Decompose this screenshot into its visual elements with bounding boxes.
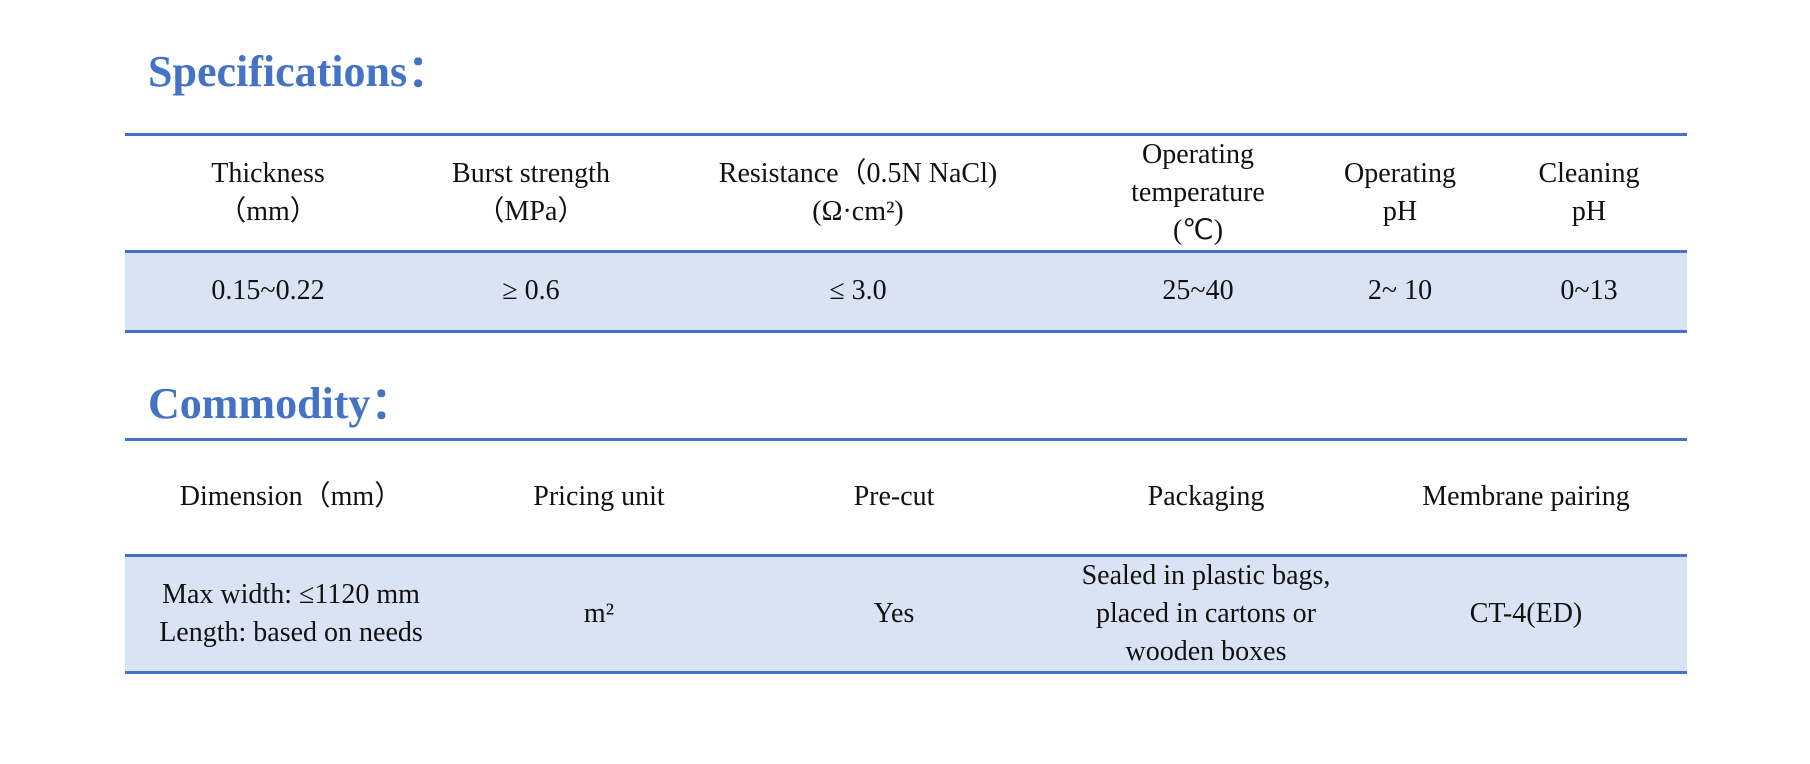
cell-line: ≤ 3.0	[829, 275, 887, 306]
cell-line: Thickness	[211, 157, 325, 189]
section-title: Commodity：	[148, 379, 415, 428]
table-rule	[125, 438, 1687, 441]
cell-line: m²	[583, 597, 615, 629]
cell-line: Cleaning	[1538, 157, 1640, 189]
header-cell: Thickness （mm）	[211, 155, 325, 231]
cell-line: pH	[1571, 195, 1607, 227]
cell-line: Pricing unit	[533, 481, 665, 512]
cell-line: Yes	[873, 597, 915, 629]
data-cell: ≥ 0.6	[502, 272, 559, 310]
cell-line: Max width: ≤1120 mm	[162, 578, 420, 610]
cell-line: Sealed in plastic bags,	[1081, 559, 1331, 591]
cell-line: Resistance（0.5N NaCl)	[718, 157, 998, 189]
data-cell: 2~ 10	[1368, 272, 1432, 310]
data-cell: Max width: ≤1120 mm Length: based on need…	[159, 576, 423, 652]
header-cell: Operating temperature (℃)	[1131, 136, 1265, 250]
cell-line: 0~13	[1560, 275, 1618, 306]
header-cell: Pricing unit	[533, 478, 664, 516]
cell-line: Pre-cut	[853, 481, 935, 512]
data-cell: 0.15~0.22	[211, 272, 324, 310]
data-cell: m²	[584, 595, 614, 633]
header-cell: Packaging	[1148, 478, 1265, 516]
cell-line: temperature	[1131, 176, 1265, 208]
data-cell: Sealed in plastic bags, placed in cartons…	[1082, 557, 1331, 671]
data-cell: CT-4(ED)	[1470, 595, 1583, 633]
table-rule	[125, 330, 1687, 333]
data-cell: ≤ 3.0	[829, 272, 886, 310]
header-cell: Burst strength （MPa）	[452, 155, 610, 231]
data-row-bg	[125, 555, 1687, 672]
cell-line: (Ω·cm²)	[812, 195, 904, 227]
table-rule	[125, 250, 1687, 253]
cell-line: Operating	[1142, 138, 1254, 170]
cell-line: （MPa）	[476, 195, 586, 227]
data-row-bg	[125, 251, 1687, 331]
cell-line: (℃)	[1172, 214, 1224, 246]
table-rule	[125, 671, 1687, 674]
header-cell: Pre-cut	[854, 478, 935, 516]
data-cell: Yes	[874, 595, 915, 633]
header-cell: Membrane pairing	[1422, 478, 1630, 516]
cell-line: 2~ 10	[1367, 275, 1433, 306]
cell-line: Operating	[1344, 157, 1456, 189]
header-cell: Resistance（0.5N NaCl) (Ω·cm²)	[719, 155, 997, 231]
header-cell: Operating pH	[1344, 155, 1456, 231]
header-cell: Dimension（mm）	[180, 478, 402, 516]
cell-line: wooden boxes	[1125, 635, 1287, 667]
table-rule	[125, 554, 1687, 557]
cell-line: pH	[1382, 195, 1418, 227]
table-rule	[125, 133, 1687, 136]
section-title: Specifications：	[148, 47, 452, 96]
cell-line: Dimension（mm）	[179, 481, 403, 512]
cell-line: Length: based on needs	[159, 616, 423, 648]
data-cell: 0~13	[1560, 272, 1617, 310]
cell-line: Membrane pairing	[1422, 481, 1630, 512]
data-cell: 25~40	[1162, 272, 1233, 310]
cell-line: ≥ 0.6	[502, 275, 560, 306]
cell-line: 25~40	[1162, 275, 1234, 306]
cell-line: placed in cartons or	[1095, 597, 1317, 629]
cell-line: Burst strength	[452, 157, 610, 189]
cell-line: CT-4(ED)	[1469, 597, 1583, 629]
cell-line: 0.15~0.22	[211, 275, 325, 306]
cell-line: （mm）	[218, 195, 318, 227]
header-cell: Cleaning pH	[1538, 155, 1639, 231]
cell-line: Packaging	[1147, 481, 1265, 512]
